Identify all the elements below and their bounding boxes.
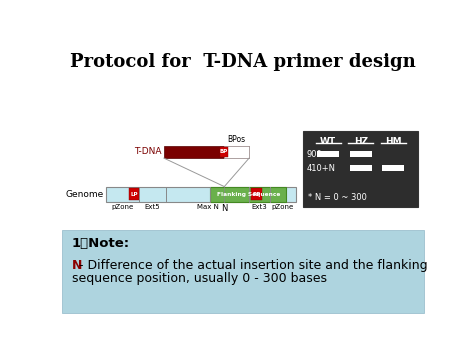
Text: BPos: BPos: [228, 135, 246, 144]
Text: HZ: HZ: [354, 137, 368, 146]
Text: - Difference of the actual insertion site and the flanking: - Difference of the actual insertion sit…: [79, 259, 427, 272]
Text: WT: WT: [320, 137, 336, 146]
Text: Ext3: Ext3: [252, 204, 267, 210]
Text: * N = 0 ~ 300: * N = 0 ~ 300: [308, 193, 367, 202]
FancyBboxPatch shape: [129, 188, 139, 201]
Text: Protocol for  T-DNA primer design: Protocol for T-DNA primer design: [70, 53, 416, 71]
FancyBboxPatch shape: [350, 165, 372, 171]
FancyBboxPatch shape: [219, 147, 228, 157]
FancyBboxPatch shape: [350, 151, 372, 157]
Text: Flanking Sequence: Flanking Sequence: [217, 192, 280, 197]
FancyBboxPatch shape: [210, 187, 286, 202]
Text: BP: BP: [220, 149, 228, 154]
FancyBboxPatch shape: [224, 146, 249, 158]
Text: pZone: pZone: [111, 204, 134, 210]
FancyBboxPatch shape: [251, 188, 262, 201]
Text: sequence position, usually 0 - 300 bases: sequence position, usually 0 - 300 bases: [72, 272, 327, 285]
Text: 900: 900: [307, 150, 322, 159]
FancyBboxPatch shape: [383, 165, 404, 171]
FancyBboxPatch shape: [317, 151, 339, 157]
FancyBboxPatch shape: [164, 146, 249, 158]
FancyBboxPatch shape: [63, 230, 423, 313]
Text: HM: HM: [385, 137, 401, 146]
Text: LP: LP: [130, 192, 138, 197]
Text: Genome: Genome: [65, 190, 103, 199]
Text: N: N: [72, 259, 82, 272]
Text: N: N: [221, 204, 228, 213]
Text: Max N: Max N: [197, 204, 219, 210]
FancyBboxPatch shape: [106, 187, 296, 202]
Text: Ext5: Ext5: [145, 204, 161, 210]
Text: 410+N: 410+N: [307, 164, 336, 173]
Text: 1、Note:: 1、Note:: [72, 237, 130, 250]
Text: pZone: pZone: [272, 204, 294, 210]
Text: RP: RP: [252, 192, 261, 197]
Text: T-DNA: T-DNA: [134, 147, 162, 157]
FancyBboxPatch shape: [303, 131, 418, 207]
